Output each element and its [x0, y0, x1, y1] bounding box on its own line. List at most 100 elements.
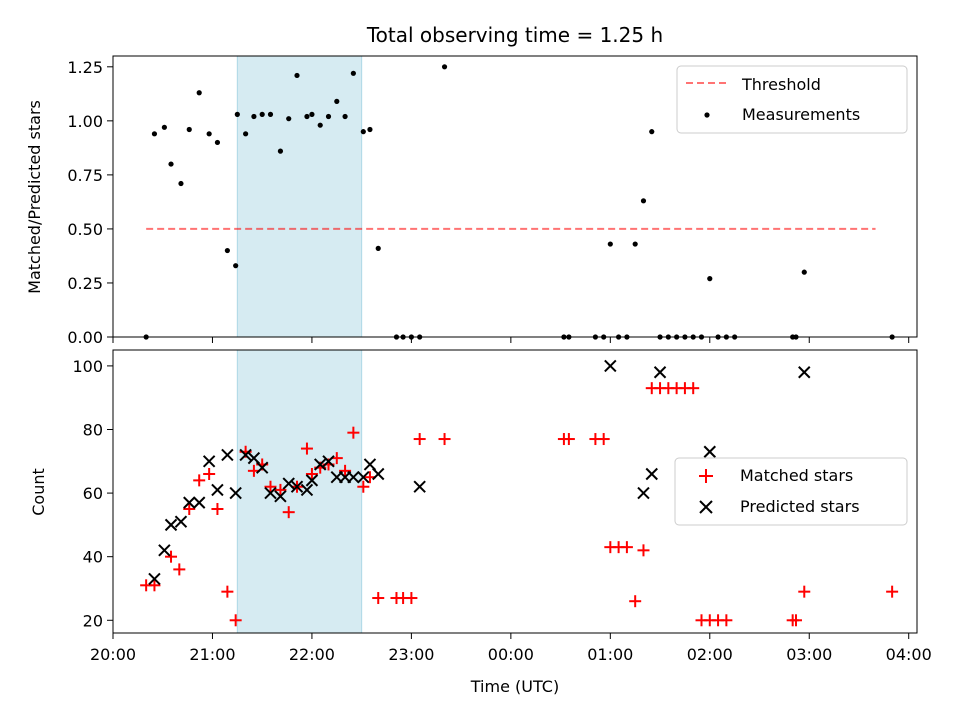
- top-legend: Threshold Measurements: [676, 65, 908, 134]
- bottom-x-ticks: 20:00 21:00 22:00 23:00 00:00 01:00 02:00 03:00…: [90, 633, 932, 664]
- measurement-point: [707, 276, 713, 282]
- observing-interval-band: [236, 349, 363, 634]
- matched-star-point: [203, 468, 216, 481]
- y-tick-label: 0.75: [67, 166, 103, 185]
- y-tick-label: 0.50: [67, 220, 103, 239]
- y-tick-label: 40: [83, 548, 103, 567]
- y-tick-label: 1.00: [67, 112, 103, 131]
- matched-star-point: [193, 474, 206, 487]
- predicted-star-point: [322, 455, 335, 468]
- matched-star-point: [300, 442, 313, 455]
- x-tick-label: 01:00: [587, 645, 633, 664]
- y-tick-label: 1.25: [67, 58, 103, 77]
- matched-star-point: [798, 585, 811, 598]
- measurement-point: [224, 247, 230, 254]
- predicted-star-point: [158, 544, 171, 557]
- measurement-point: [251, 113, 257, 120]
- measurement-point: [233, 263, 239, 269]
- predicted-star-point: [274, 490, 287, 503]
- y-tick-label: 0.25: [67, 274, 103, 293]
- matched-star-point: [562, 433, 575, 446]
- x-tick-label: 04:00: [886, 645, 932, 664]
- matched-star-point: [637, 544, 650, 557]
- predicted-stars-series: [148, 359, 811, 586]
- predicted-star-point: [604, 359, 617, 373]
- bottom-legend-box: [674, 457, 908, 526]
- measurement-point: [304, 113, 310, 120]
- measurement-point: [206, 131, 212, 137]
- matched-star-point: [405, 592, 418, 605]
- top-axes: 0.00 0.25 0.50 0.75 1.00 1.25 Matched/Predict…: [25, 55, 918, 347]
- legend-threshold-label: Threshold: [741, 75, 821, 94]
- measurement-point: [267, 111, 274, 117]
- measurement-point: [325, 113, 332, 120]
- predicted-star-point: [174, 515, 188, 528]
- bottom-legend: Matched stars Predicted stars: [674, 457, 908, 526]
- predicted-star-point: [314, 458, 327, 471]
- measurement-point: [294, 72, 300, 79]
- legend-matched-swatch: [699, 469, 713, 483]
- matched-star-point: [305, 468, 318, 481]
- matched-star-point: [620, 541, 633, 554]
- measurement-point: [196, 90, 202, 96]
- matched-star-point: [173, 563, 186, 576]
- measurement-point: [161, 124, 167, 130]
- predicted-star-point: [221, 448, 234, 462]
- matched-star-point: [282, 506, 295, 519]
- measurement-point: [309, 111, 315, 117]
- top-axes-frame: [112, 55, 918, 338]
- matched-star-point: [720, 614, 733, 627]
- legend-measurements-label: Measurements: [742, 105, 860, 124]
- x-tick-label: 22:00: [289, 645, 335, 664]
- y-tick-label: 20: [83, 611, 103, 630]
- bottom-observing-interval: [236, 349, 363, 634]
- measurement-point: [367, 126, 373, 133]
- x-tick-label: 03:00: [786, 645, 832, 664]
- measurement-point: [342, 113, 348, 120]
- measurement-point: [243, 131, 249, 137]
- predicted-star-point: [798, 366, 811, 379]
- matched-star-point: [687, 382, 700, 395]
- x-tick-label: 02:00: [687, 645, 733, 664]
- matched-star-point: [183, 502, 196, 515]
- matched-star-point: [438, 433, 451, 446]
- legend-measurements-swatch: [704, 112, 710, 118]
- matched-star-point: [357, 480, 370, 493]
- bottom-y-axis-label: Count: [29, 468, 48, 516]
- predicted-star-point: [255, 461, 269, 474]
- predicted-star-point: [357, 470, 370, 484]
- observing-interval-band: [236, 55, 363, 338]
- predicted-star-point: [211, 483, 224, 497]
- predicted-star-point: [645, 467, 658, 481]
- predicted-star-point: [413, 480, 426, 493]
- bottom-axes-frame: [112, 349, 918, 634]
- matched-star-point: [339, 464, 352, 477]
- matched-star-point: [211, 502, 224, 515]
- legend-predicted-swatch: [699, 500, 713, 514]
- measurement-point: [801, 269, 807, 275]
- top-x-ticks: [112, 337, 910, 343]
- measurement-point: [186, 126, 192, 133]
- y-tick-label: 80: [83, 420, 103, 439]
- chart-title: Total observing time = 1.25 h: [366, 23, 663, 47]
- bottom-y-ticks: 20 40 60 80 100: [72, 357, 113, 630]
- predicted-star-point: [347, 470, 360, 484]
- top-y-ticks: 0.00 0.25 0.50 0.75 1.00 1.25: [67, 58, 113, 347]
- y-tick-label: 100: [72, 357, 103, 376]
- y-tick-label: 60: [83, 484, 103, 503]
- measurement-point: [441, 64, 448, 70]
- legend-matched-label: Matched stars: [740, 466, 853, 485]
- matched-star-point: [413, 433, 426, 446]
- measurement-point: [168, 161, 174, 167]
- measurement-point: [234, 111, 240, 117]
- predicted-star-point: [300, 483, 314, 497]
- measurement-point: [360, 129, 366, 135]
- matched-star-point: [148, 579, 161, 592]
- predicted-star-point: [239, 448, 252, 462]
- matched-star-point: [886, 585, 899, 598]
- measurement-point: [640, 198, 647, 204]
- predicted-star-point: [653, 366, 667, 379]
- matched-star-point: [629, 595, 642, 608]
- matched-star-point: [165, 550, 178, 563]
